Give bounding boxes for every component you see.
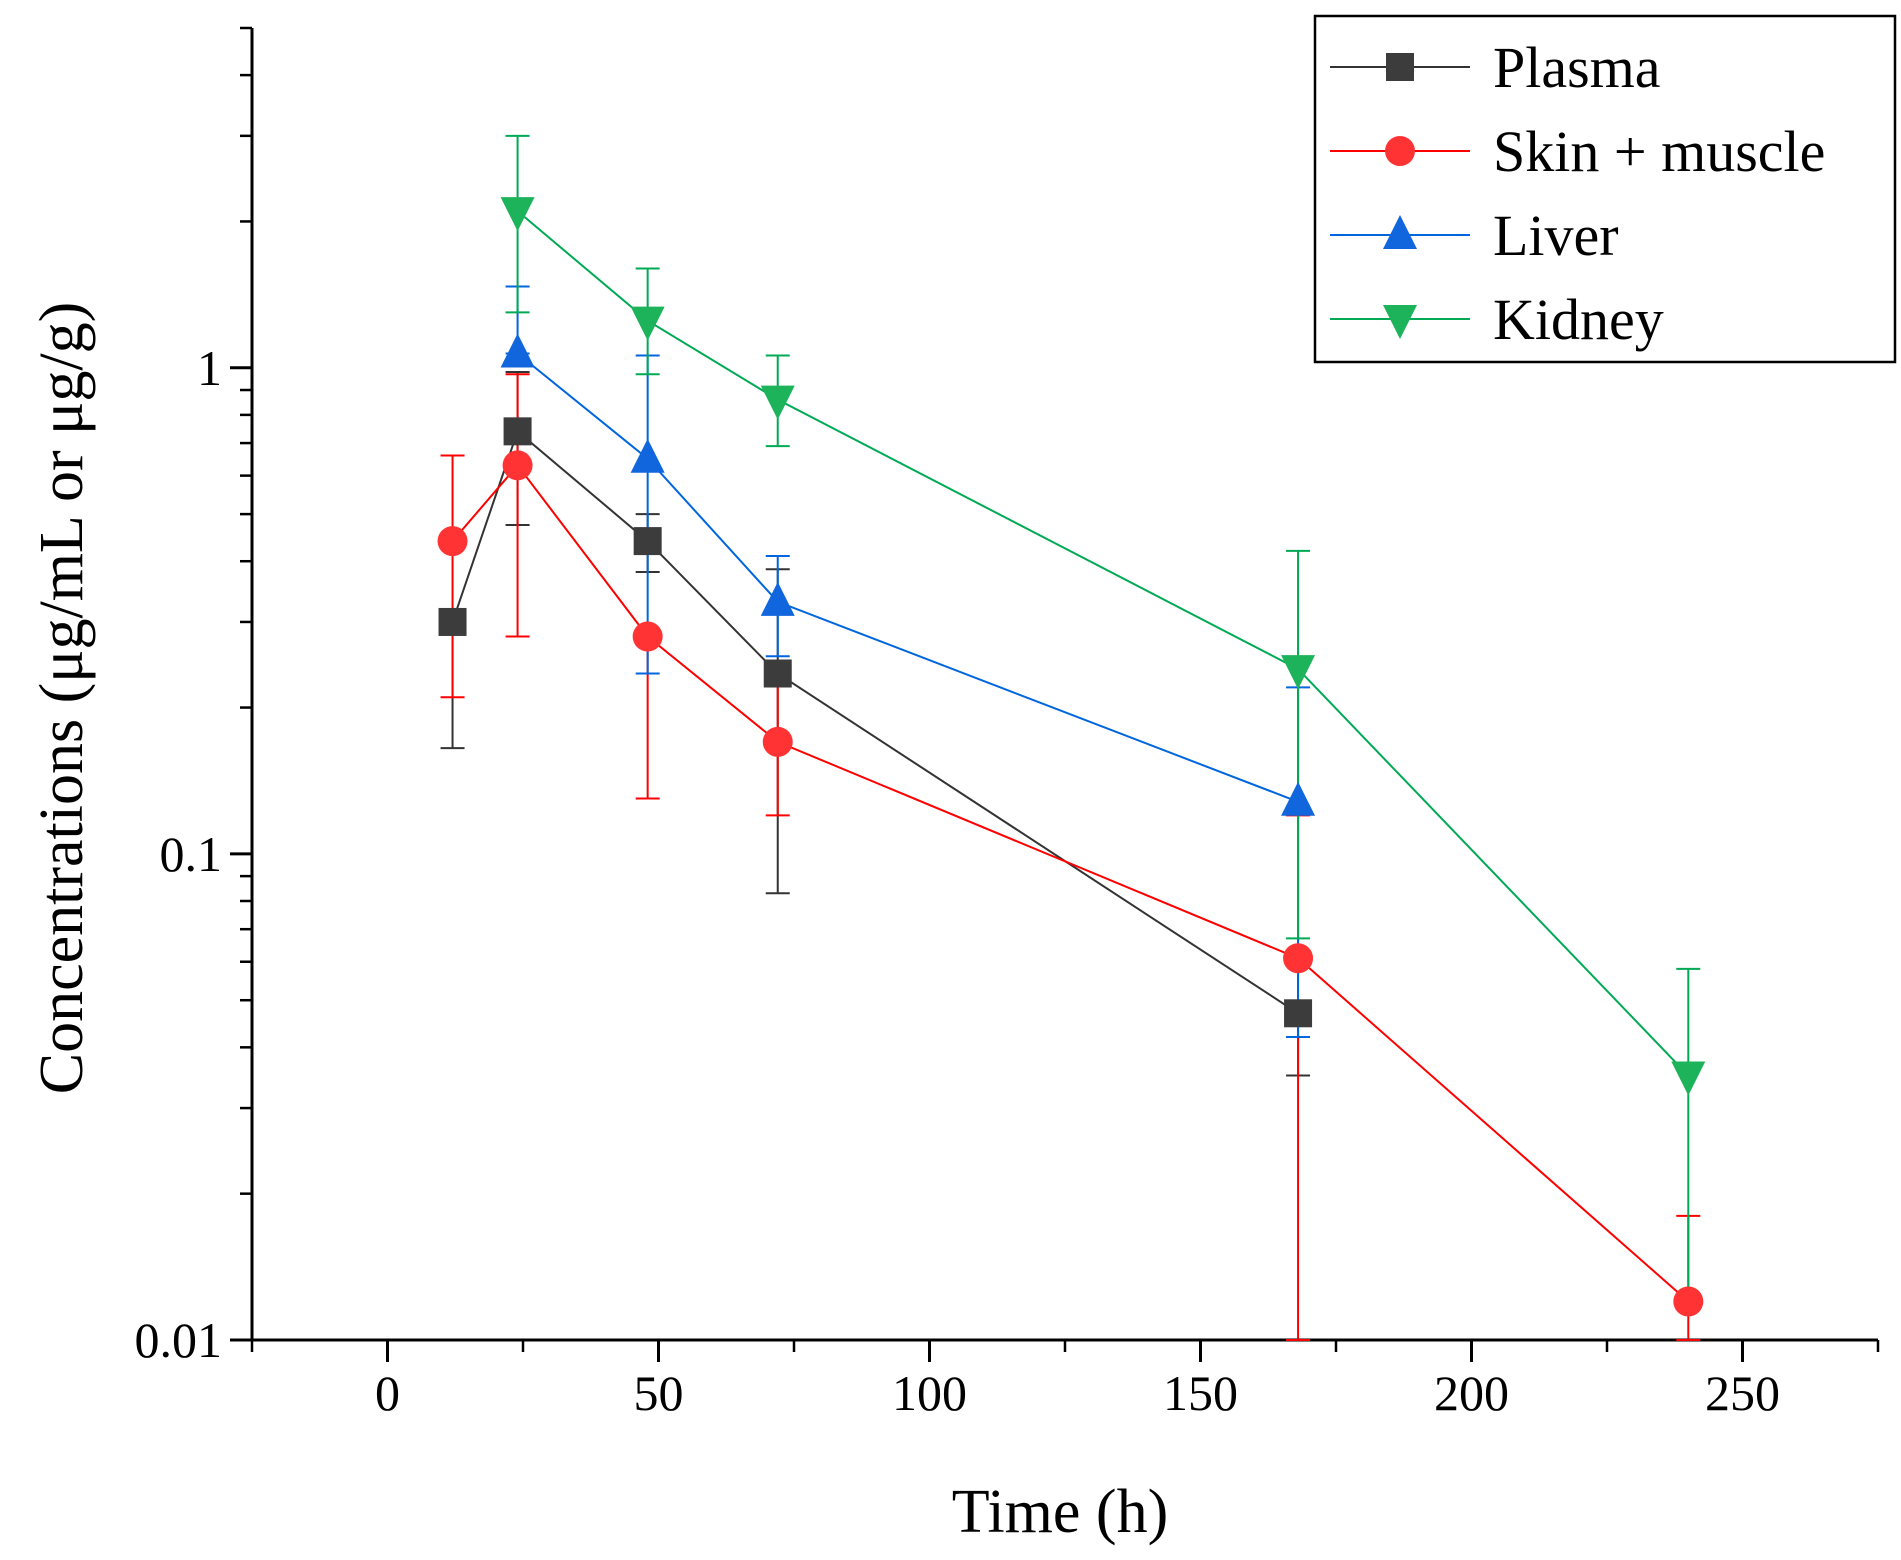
data-point-plasma [763, 659, 792, 688]
legend-item-liver: Liver [1330, 203, 1619, 268]
data-point-skin-muscle [1673, 1286, 1704, 1317]
series-line-liver [516, 352, 1299, 803]
data-point-kidney [500, 197, 535, 232]
data-point-kidney [630, 306, 665, 341]
data-point-liver [630, 438, 665, 473]
legend-marker-liver [1383, 215, 1417, 249]
legend-label: Liver [1493, 203, 1619, 268]
data-point-skin-muscle [632, 621, 663, 652]
data-point-skin-muscle [437, 526, 468, 557]
y-axis-title: Concentrations (μg/mL or μg/g) [28, 302, 96, 1095]
data-point-kidney [760, 385, 795, 420]
x-tick-label: 200 [1434, 1365, 1509, 1421]
y-tick-label: 0.01 [135, 1312, 223, 1368]
x-tick-label: 50 [634, 1365, 684, 1421]
data-point-plasma [438, 607, 467, 636]
series-markers [437, 197, 1706, 1317]
errorbar-kidney [1286, 549, 1311, 940]
series-line-plasma [451, 429, 1299, 1015]
x-tick-label: 0 [375, 1365, 400, 1421]
data-point-liver [1281, 781, 1316, 816]
errorbar-skin-muscle [440, 454, 465, 699]
y-tick-label: 1 [197, 340, 222, 396]
x-axis-title: Time (h) [952, 1478, 1168, 1546]
legend-marker-plasma [1386, 53, 1414, 81]
legend-label: Kidney [1493, 287, 1664, 352]
x-tick-label: 150 [1163, 1365, 1238, 1421]
legend-item-kidney: Kidney [1330, 287, 1664, 352]
data-point-plasma [1284, 999, 1313, 1028]
data-point-kidney [1281, 655, 1316, 690]
axes: 0 50 100 150 200 250 0.01 0.1 1 [135, 26, 1880, 1421]
legend-label: Plasma [1493, 35, 1661, 100]
data-point-plasma [503, 417, 532, 446]
legend-item-skin-muscle: Skin + muscle [1330, 119, 1825, 184]
legend-item-plasma: Plasma [1330, 35, 1661, 100]
data-point-plasma [633, 527, 662, 556]
x-tick-label: 250 [1705, 1365, 1780, 1421]
y-tick-label: 0.1 [160, 826, 223, 882]
data-point-skin-muscle [1283, 943, 1314, 974]
x-tick-label: 100 [892, 1365, 967, 1421]
data-point-skin-muscle [762, 726, 793, 757]
series-line-skin-muscle [451, 463, 1689, 1303]
legend-label: Skin + muscle [1493, 119, 1825, 184]
data-point-liver [760, 581, 795, 616]
data-point-kidney [1671, 1061, 1706, 1096]
legend-marker-skin-muscle [1385, 136, 1415, 166]
errorbar-skin-muscle [505, 373, 530, 638]
errorbar-kidney [1676, 967, 1701, 1303]
data-point-liver [500, 333, 535, 368]
data-point-skin-muscle [502, 450, 533, 481]
legend: Plasma Skin + muscle Liver Kidney [1313, 14, 1897, 364]
legend-marker-kidney [1383, 305, 1417, 339]
